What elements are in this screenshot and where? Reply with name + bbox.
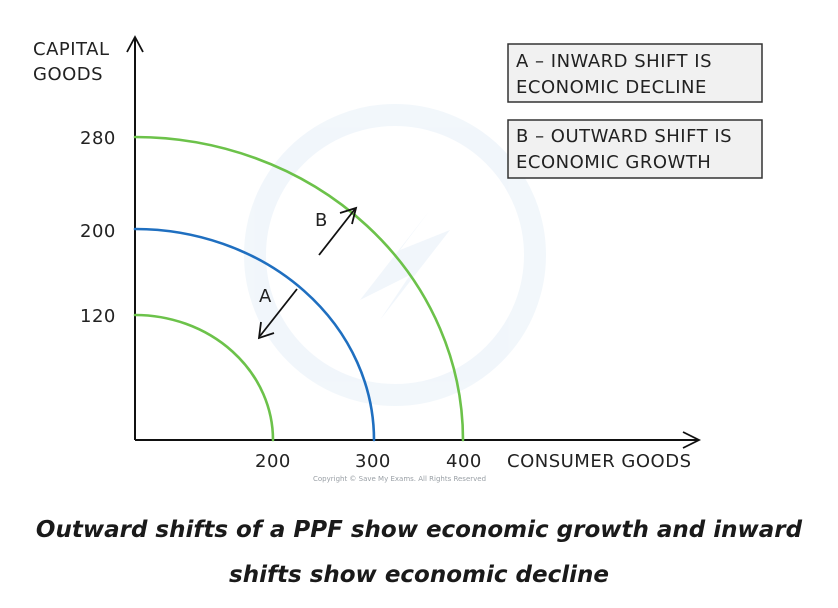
legend-box-b-frame xyxy=(507,119,763,179)
arrow-a-head xyxy=(257,321,275,340)
caption-line-2: shifts show economic decline xyxy=(229,562,609,588)
legend-box-a-line1: A – INWARD SHIFT IS xyxy=(516,51,712,72)
watermark-logo xyxy=(244,104,546,406)
arrow-a: A xyxy=(257,286,298,340)
copyright-notice: Copyright © Save My Exams. All Rights Re… xyxy=(313,475,486,483)
legend-box-b-line2: ECONOMIC GROWTH xyxy=(516,152,711,173)
x-axis-label: CONSUMER GOODS xyxy=(507,451,692,472)
arrow-a-label: A xyxy=(259,286,272,307)
y-axis-label-line2: GOODS xyxy=(33,64,103,85)
legend-box-a-frame xyxy=(507,43,763,103)
ppf-curve-1 xyxy=(133,313,275,442)
figure-caption: Outward shifts of a PPF show economic gr… xyxy=(0,508,838,598)
ppf-curve-2 xyxy=(133,227,376,442)
legend-box-b-line1: B – OUTWARD SHIFT IS xyxy=(516,126,732,147)
caption-line-1: Outward shifts of a PPF show economic gr… xyxy=(35,517,803,543)
y-tick-label: 200 xyxy=(80,221,116,242)
legend-box-b: B – OUTWARD SHIFT IS ECONOMIC GROWTH xyxy=(507,119,763,179)
x-axis-arrowhead xyxy=(682,431,702,449)
legend-box-a-line2: ECONOMIC DECLINE xyxy=(516,77,707,98)
y-tick-label: 120 xyxy=(80,306,116,327)
arrow-b-label: B xyxy=(315,210,328,231)
arrow-a-shaft xyxy=(259,288,298,337)
y-axis-arrowhead xyxy=(126,35,144,53)
x-tick-label: 200 xyxy=(255,451,291,472)
y-tick-label: 280 xyxy=(80,128,116,149)
legend-box-a: A – INWARD SHIFT IS ECONOMIC DECLINE xyxy=(507,43,763,103)
ppf-curve-3 xyxy=(133,135,465,442)
ppf-diagram: CAPITAL GOODS CONSUMER GOODS 280 200 120… xyxy=(33,35,763,483)
x-tick-label: 300 xyxy=(355,451,391,472)
x-tick-label: 400 xyxy=(446,451,482,472)
axes xyxy=(126,35,702,449)
ppf-curves xyxy=(133,135,465,442)
y-axis-label-line1: CAPITAL xyxy=(33,39,109,60)
arrow-b-head xyxy=(339,206,358,225)
arrow-b-shaft xyxy=(318,208,356,256)
arrow-b: B xyxy=(315,206,358,256)
